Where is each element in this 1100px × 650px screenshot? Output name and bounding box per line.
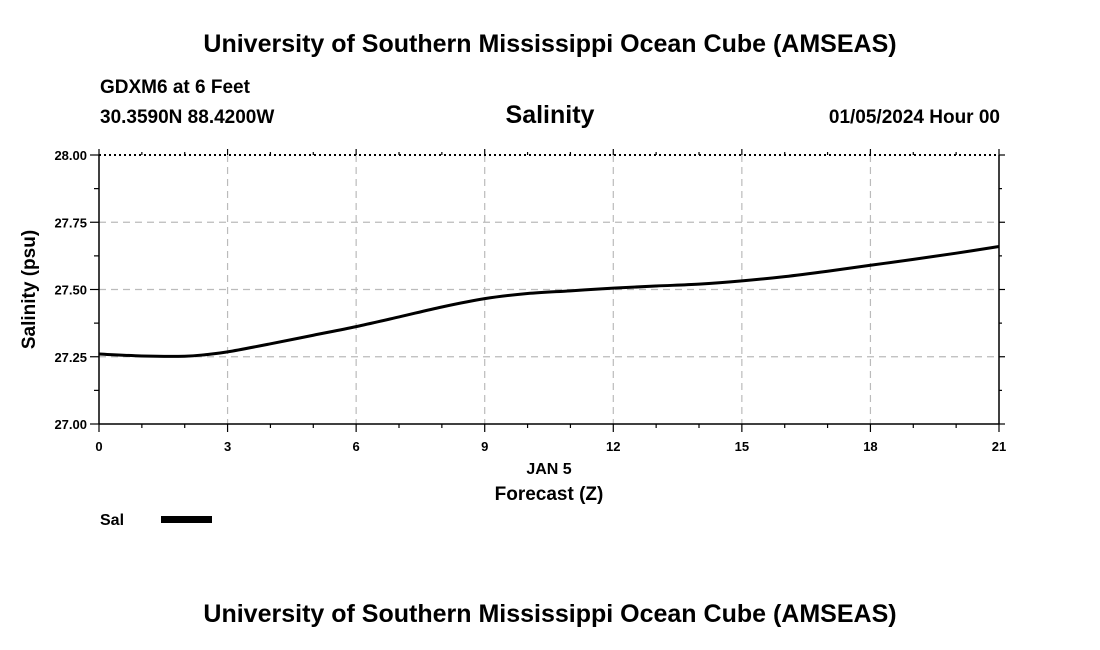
x-tick-label: 9 <box>481 439 488 454</box>
y-tick-label: 28.00 <box>54 148 87 163</box>
x-tick-label: 6 <box>353 439 360 454</box>
x-tick-label: 3 <box>224 439 231 454</box>
x-tick-label: 15 <box>735 439 749 454</box>
series-line-sal <box>98 244 1000 358</box>
x-axis-label: Forecast (Z) <box>495 484 604 505</box>
y-tick-label: 27.75 <box>54 215 87 230</box>
y-axis-label: Salinity (psu) <box>19 230 40 349</box>
legend-swatch <box>161 516 212 523</box>
chart-title: Salinity <box>505 101 595 129</box>
legend-label: Sal <box>100 512 124 529</box>
x-tick-label: 0 <box>95 439 102 454</box>
x-date-label: JAN 5 <box>526 461 571 478</box>
station-coords: 30.3590N 88.4200W <box>100 107 275 128</box>
top-title: University of Southern Mississippi Ocean… <box>203 30 897 58</box>
y-tick-label: 27.25 <box>54 350 87 365</box>
bottom-title: University of Southern Mississippi Ocean… <box>203 600 897 628</box>
x-tick-label: 12 <box>606 439 620 454</box>
x-tick-label: 18 <box>863 439 877 454</box>
y-tick-label: 27.00 <box>54 417 87 432</box>
x-tick-label: 21 <box>992 439 1006 454</box>
y-tick-label: 27.50 <box>54 283 87 298</box>
station-label: GDXM6 at 6 Feet <box>100 77 250 98</box>
forecast-datetime: 01/05/2024 Hour 00 <box>828 107 1000 128</box>
